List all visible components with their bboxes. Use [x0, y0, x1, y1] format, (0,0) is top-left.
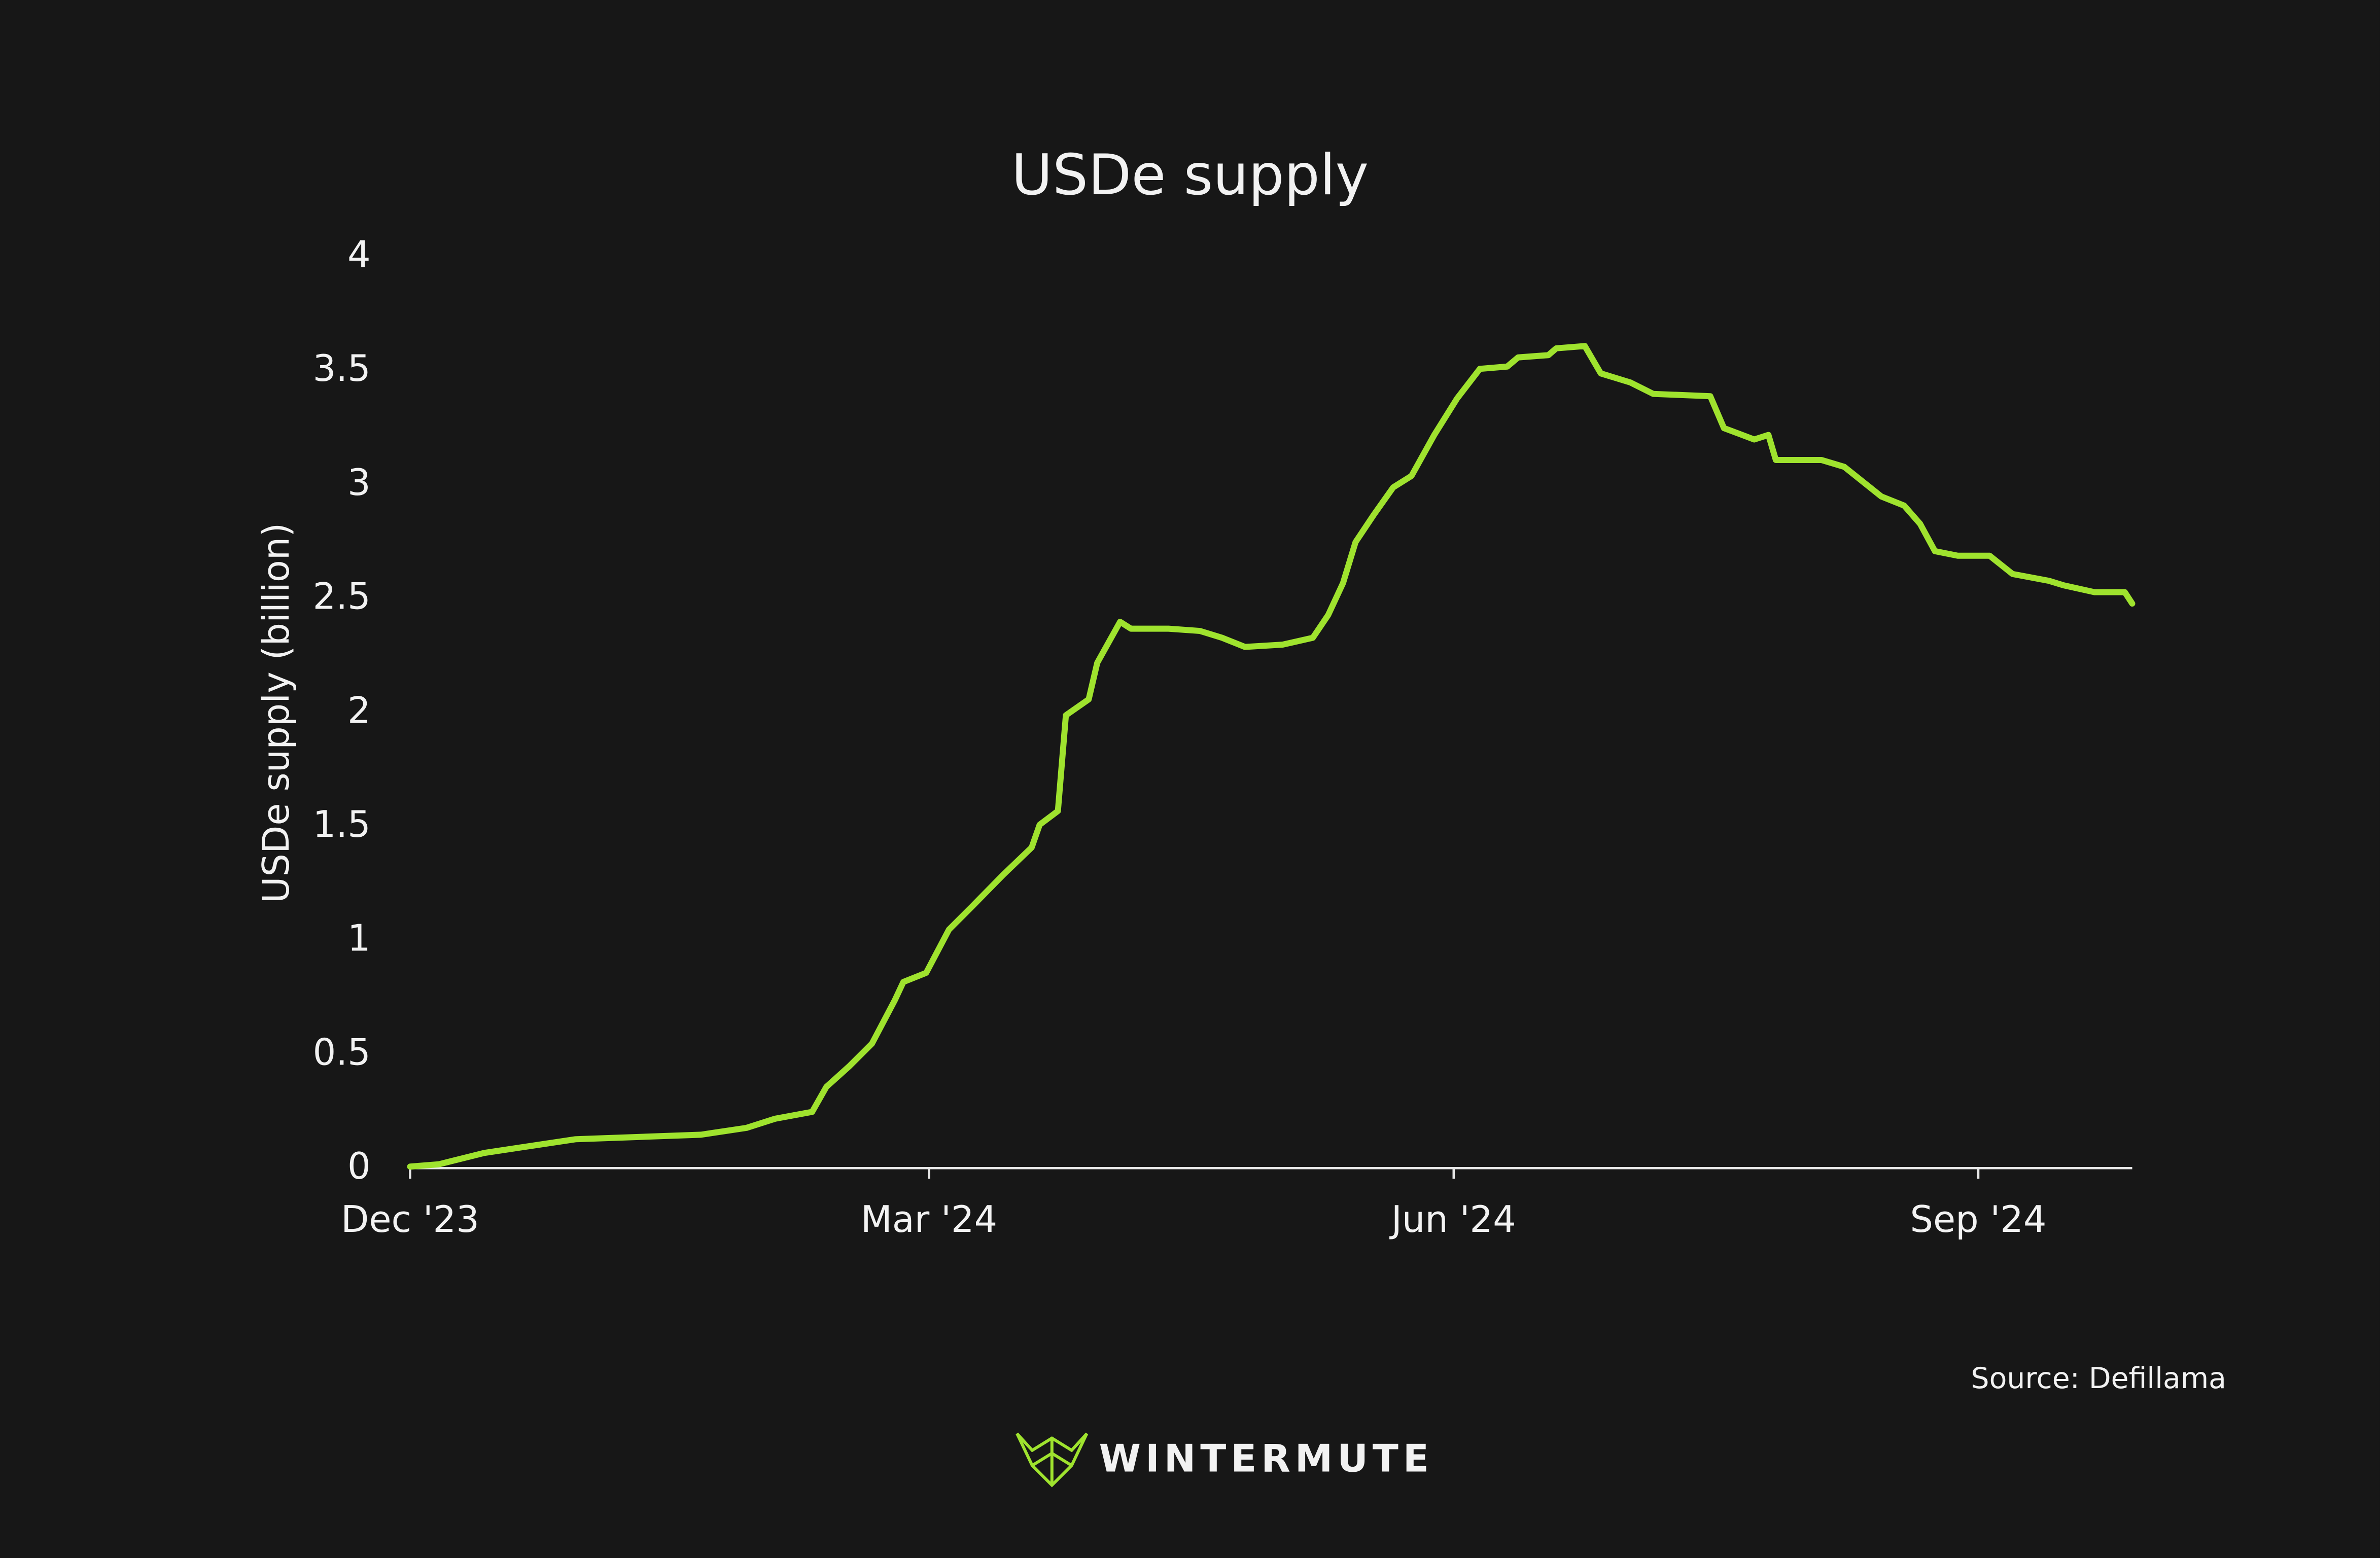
logo-lines [1031, 1438, 1073, 1485]
y-tick-label: 1.5 [313, 803, 371, 845]
source-note: Source: Defillama [1971, 1362, 2227, 1395]
brand-logo [1016, 1432, 1089, 1488]
x-tick-label: Dec '23 [341, 1198, 479, 1241]
y-tick-label: 1 [347, 917, 371, 960]
x-tick-label: Jun '24 [1389, 1198, 1516, 1241]
brand-name: WINTERMUTE [1099, 1436, 1433, 1480]
y-tick-label: 2.5 [313, 575, 371, 618]
y-tick-label: 0.5 [313, 1031, 371, 1073]
y-tick-label: 4 [347, 233, 371, 275]
y-tick-label: 3 [347, 461, 371, 504]
chart-title: USDe supply [1011, 143, 1369, 208]
supply-line [407, 343, 2136, 1170]
y-axis-label: USDe supply (billion) [255, 523, 297, 903]
x-tick-label: Mar '24 [861, 1198, 997, 1241]
x-tick-label: Sep '24 [1910, 1198, 2046, 1241]
y-tick-label: 3.5 [313, 347, 371, 390]
y-tick-label: 0 [347, 1145, 371, 1187]
y-tick-label: 2 [347, 689, 371, 731]
logo-mark [1016, 1432, 1089, 1488]
